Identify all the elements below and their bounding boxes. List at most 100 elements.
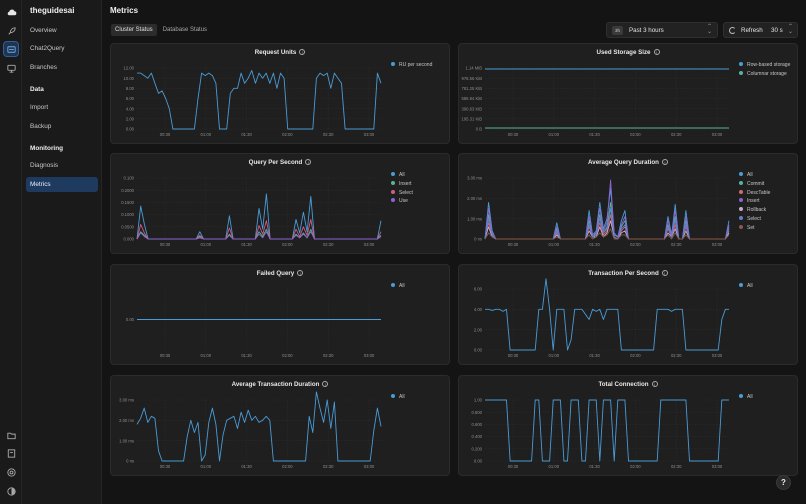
chart-legend: All Commit DescTable Insert Rollback Select Se… <box>739 171 770 233</box>
chart-title: Transaction Per Second <box>588 270 659 277</box>
legend-label: All <box>747 283 753 289</box>
legend-item[interactable]: All <box>391 393 405 402</box>
y-tick-label: 0.800 <box>472 410 483 415</box>
info-icon[interactable]: i <box>661 159 668 165</box>
x-tick-label: 00:30 <box>508 132 519 137</box>
legend-item[interactable]: DescTable <box>739 189 770 198</box>
sidebar-item-branches[interactable]: Branches <box>30 64 57 71</box>
org-name[interactable]: theguidesai <box>30 6 75 15</box>
legend-label: All <box>747 394 753 400</box>
info-icon[interactable]: i <box>651 381 658 387</box>
legend-item[interactable]: All <box>739 393 753 402</box>
sidebar-item-overview[interactable]: Overview <box>30 27 57 34</box>
y-tick-label: 585.94 KiB <box>462 96 483 101</box>
x-tick-label: 02:30 <box>671 132 682 137</box>
folder-icon[interactable] <box>4 428 18 442</box>
chevron-updown-icon: ⌃ ⌄ <box>706 24 712 35</box>
x-tick-label: 02:30 <box>671 242 682 247</box>
x-tick-label: 03:00 <box>712 242 723 247</box>
y-tick-label: 976.56 KiB <box>462 76 483 81</box>
legend-label: Set <box>747 224 755 231</box>
y-tick-label: 0.2000 <box>121 188 134 193</box>
chevron-updown-icon: ⌃ ⌄ <box>787 24 793 35</box>
chart-title: Query Per Second <box>248 159 303 166</box>
legend-item[interactable]: Set <box>739 224 770 233</box>
y-tick-label: 0.0500 <box>121 224 134 229</box>
legend-item[interactable]: All <box>739 171 770 180</box>
legend-dot <box>739 189 743 194</box>
sidebar-item-metrics[interactable]: Metrics <box>26 177 98 192</box>
rocket-icon[interactable] <box>4 24 18 38</box>
chart-panel-query-per-second: Query Per Second i 0.000 0.0500 0.1000 0.150… <box>110 153 450 254</box>
info-icon[interactable]: i <box>299 49 306 55</box>
info-icon[interactable]: i <box>661 270 668 276</box>
legend-item[interactable]: All <box>739 282 753 291</box>
x-tick-label: 01:00 <box>549 464 560 469</box>
sidebar-item-import[interactable]: Import <box>30 104 49 111</box>
chart-panel-request-units: Request Units i 0.00 2.00 4.00 6.00 8.00 10.00… <box>110 43 450 144</box>
legend-label: Use <box>399 198 408 205</box>
legend-label: All <box>747 172 753 178</box>
legend-item[interactable]: Rollback <box>739 206 770 215</box>
cloud-logo-icon[interactable] <box>4 5 18 19</box>
legend-item[interactable]: Select <box>391 189 413 198</box>
legend-item[interactable]: Insert <box>739 197 770 206</box>
y-tick-label: 3.00 ms <box>119 398 134 403</box>
monitor-icon[interactable] <box>4 61 18 75</box>
x-tick-label: 01:30 <box>589 353 600 358</box>
status-tabs: Cluster Status Database Status <box>111 24 211 36</box>
support-icon[interactable] <box>4 465 18 479</box>
chart-panel-used-storage-size: Used Storage Size i 0 B 195.31 KiB 390.63 K… <box>458 43 798 144</box>
tab-database-status[interactable]: Database Status <box>162 27 208 33</box>
y-tick-label: 1.00 <box>474 398 483 403</box>
cluster-icon[interactable] <box>3 41 19 57</box>
line-chart: 0.00 2.00 4.00 6.00 00:30 01:00 01:30 02:00 02:3… <box>474 278 729 358</box>
chart-legend: Row-based storage Columnar storage <box>739 61 790 79</box>
x-tick-label: 03:00 <box>712 353 723 358</box>
legend-item[interactable]: RU per second <box>391 61 432 70</box>
info-icon[interactable]: i <box>297 270 304 276</box>
info-icon[interactable]: i <box>305 159 312 165</box>
legend-item[interactable]: Insert <box>391 180 413 189</box>
legend-item[interactable]: Use <box>391 197 413 206</box>
time-range-label: Past 3 hours <box>629 27 664 34</box>
help-button[interactable]: ? <box>776 475 791 490</box>
x-tick-label: 02:30 <box>323 242 334 247</box>
user-icon[interactable] <box>4 484 18 498</box>
y-tick-label: 12.00 <box>124 66 135 71</box>
legend-item[interactable]: Commit <box>739 180 770 189</box>
legend-item[interactable]: Columnar storage <box>739 70 790 79</box>
sidebar-item-chat2query[interactable]: Chat2Query <box>30 45 65 52</box>
y-tick-label: 2.00 ms <box>467 196 482 201</box>
x-tick-label: 00:30 <box>160 132 171 137</box>
chart-title: Failed Query <box>256 270 295 277</box>
legend-dot <box>391 198 395 203</box>
info-icon[interactable]: i <box>653 49 660 55</box>
organization-icon[interactable] <box>4 446 18 460</box>
x-tick-label: 01:00 <box>201 464 212 469</box>
x-tick-label: 01:30 <box>241 353 252 358</box>
x-tick-label: 02:30 <box>323 464 334 469</box>
legend-item[interactable]: Row-based storage <box>739 61 790 70</box>
x-tick-label: 01:00 <box>201 242 212 247</box>
info-icon[interactable]: i <box>322 381 329 387</box>
sidebar-item-diagnosis[interactable]: Diagnosis <box>30 162 59 169</box>
legend-item[interactable]: Select <box>739 215 770 224</box>
tab-cluster-status[interactable]: Cluster Status <box>111 24 157 36</box>
x-tick-label: 00:30 <box>508 242 519 247</box>
line-chart: 0.000 0.0500 0.1000 0.1500 0.2000 0.100 00:30 0… <box>121 176 382 247</box>
x-tick-label: 03:00 <box>364 353 375 358</box>
x-tick-label: 03:00 <box>364 132 375 137</box>
legend-label: Row-based storage <box>747 62 791 68</box>
sidebar-item-backup[interactable]: Backup <box>30 123 52 130</box>
legend-item[interactable]: All <box>391 282 405 291</box>
chart-title: Used Storage Size <box>596 49 651 56</box>
y-tick-label: 8.00 <box>126 86 135 91</box>
legend-item[interactable]: All <box>391 171 413 180</box>
time-range-select[interactable]: 3h Past 3 hours ⌃ ⌄ <box>606 22 718 38</box>
x-tick-label: 01:00 <box>549 132 560 137</box>
chart-title: Request Units <box>254 49 297 56</box>
x-tick-label: 03:00 <box>712 464 723 469</box>
legend-dot <box>391 180 395 185</box>
refresh-select[interactable]: Refresh 30 s ⌃ ⌄ <box>723 22 798 38</box>
